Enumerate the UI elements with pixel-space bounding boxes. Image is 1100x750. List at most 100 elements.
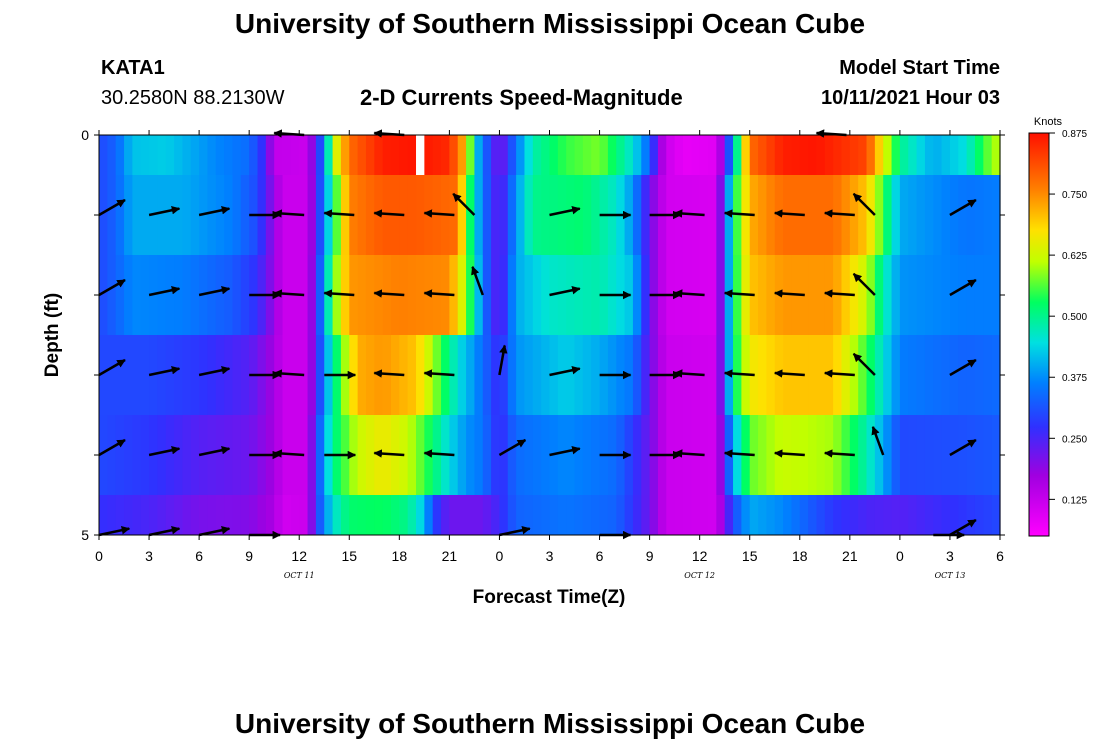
heatmap-cell <box>507 135 517 175</box>
heatmap-cell <box>774 135 784 175</box>
heatmap-cell <box>891 495 901 535</box>
heatmap-cell <box>858 335 868 415</box>
heatmap-cell <box>407 335 417 415</box>
heatmap-cell <box>207 495 217 535</box>
heatmap-cell <box>674 495 684 535</box>
heatmap-cell <box>933 135 943 175</box>
heatmap-cell <box>733 135 742 175</box>
heatmap-cell <box>858 495 868 535</box>
heatmap-cell <box>891 335 901 415</box>
heatmap-cell <box>115 175 125 255</box>
heatmap-cell <box>641 335 651 415</box>
heatmap-cell <box>891 135 901 175</box>
heatmap-cell <box>240 135 250 175</box>
heatmap-cell <box>416 175 425 255</box>
heatmap-cell <box>541 495 551 535</box>
heatmap-cell <box>482 415 492 495</box>
heatmap-cell <box>557 255 567 335</box>
heatmap-cell <box>924 175 934 255</box>
heatmap-cell <box>866 135 876 175</box>
heatmap-cell <box>374 335 384 415</box>
x-tick-label: 12 <box>692 548 708 564</box>
heatmap-cell <box>949 175 959 255</box>
x-tick-label: 21 <box>842 548 858 564</box>
heatmap-cell <box>124 135 133 175</box>
heatmap-cell <box>407 135 417 175</box>
current-vector-arrow <box>198 206 231 217</box>
heatmap-cell <box>958 335 968 415</box>
heatmap-cell <box>307 335 317 415</box>
heatmap-cell <box>974 415 984 495</box>
current-vector-arrow <box>852 272 876 296</box>
heatmap-cell <box>849 135 859 175</box>
heatmap-cell <box>174 135 184 175</box>
heatmap-cell <box>307 415 317 495</box>
heatmap-cell <box>491 135 501 175</box>
heatmap-cell <box>516 495 526 535</box>
heatmap-cell <box>774 175 784 255</box>
heatmap-cell <box>499 255 509 335</box>
heatmap-cell <box>190 255 200 335</box>
heatmap-cell <box>457 415 467 495</box>
heatmap-cell <box>916 255 926 335</box>
heatmap-cell <box>766 175 776 255</box>
heatmap-cell <box>591 175 601 255</box>
heatmap-cell <box>916 175 926 255</box>
heatmap-cell <box>891 255 901 335</box>
heatmap-cell <box>883 415 893 495</box>
heatmap-cell <box>791 135 801 175</box>
current-vector-arrow <box>723 289 755 298</box>
heatmap-cell <box>224 255 234 335</box>
x-tick-label: 6 <box>996 548 1004 564</box>
heatmap-cell <box>174 175 184 255</box>
current-vector-arrow <box>773 209 805 218</box>
colorbar-ticks: 0.125 0.250 0.375 0.500 0.625 0.750 0.875 <box>1049 129 1087 506</box>
heatmap-cell <box>632 415 642 495</box>
heatmap-cell <box>107 415 117 495</box>
heatmap-cell <box>916 495 926 535</box>
heatmap-cell <box>766 415 776 495</box>
heatmap-cell <box>315 335 325 415</box>
heatmap-cell <box>132 175 142 255</box>
heatmap-cell <box>157 495 167 535</box>
station-id: KATA1 <box>101 57 165 79</box>
heatmap-cell <box>966 175 976 255</box>
heatmap-cell <box>899 415 909 495</box>
heatmap-cell <box>899 335 909 415</box>
heatmap-cell <box>274 495 284 535</box>
heatmap-cell <box>299 135 309 175</box>
x-tick-label: 6 <box>596 548 604 564</box>
heatmap-cell <box>524 175 534 255</box>
heatmap-cell <box>974 335 984 415</box>
heatmap-cell <box>774 495 784 535</box>
heatmap-cell <box>215 415 225 495</box>
heatmap-cell <box>357 495 367 535</box>
heatmap-cell <box>983 415 993 495</box>
heatmap-cell <box>441 495 450 535</box>
heatmap-cell <box>524 135 534 175</box>
heatmap-cell <box>983 135 993 175</box>
x-tick-label: 9 <box>245 548 253 564</box>
current-vector-arrow <box>198 366 231 377</box>
heatmap-cell <box>257 135 267 175</box>
heatmap-cell <box>232 335 242 415</box>
colorbar-tick-label: 0.125 <box>1062 495 1087 506</box>
heatmap-cell <box>390 135 400 175</box>
heatmap-cell <box>974 135 984 175</box>
current-vector-arrow <box>273 289 305 298</box>
heatmap-cell <box>340 495 350 535</box>
heatmap-cell <box>933 335 943 415</box>
heatmap-cell <box>357 415 367 495</box>
heatmap-cell <box>140 415 150 495</box>
current-vector-arrow <box>98 526 131 537</box>
heatmap-cell <box>708 495 717 535</box>
heatmap-cell <box>549 135 559 175</box>
heatmap-cell <box>941 135 951 175</box>
heatmap-cell <box>224 135 234 175</box>
colorbar-tick-label: 0.875 <box>1062 129 1087 140</box>
heatmap-cell <box>315 175 325 255</box>
heatmap-cell <box>933 415 943 495</box>
heatmap-cell <box>983 495 993 535</box>
heatmap-cell <box>357 135 367 175</box>
heatmap-cell <box>708 335 717 415</box>
